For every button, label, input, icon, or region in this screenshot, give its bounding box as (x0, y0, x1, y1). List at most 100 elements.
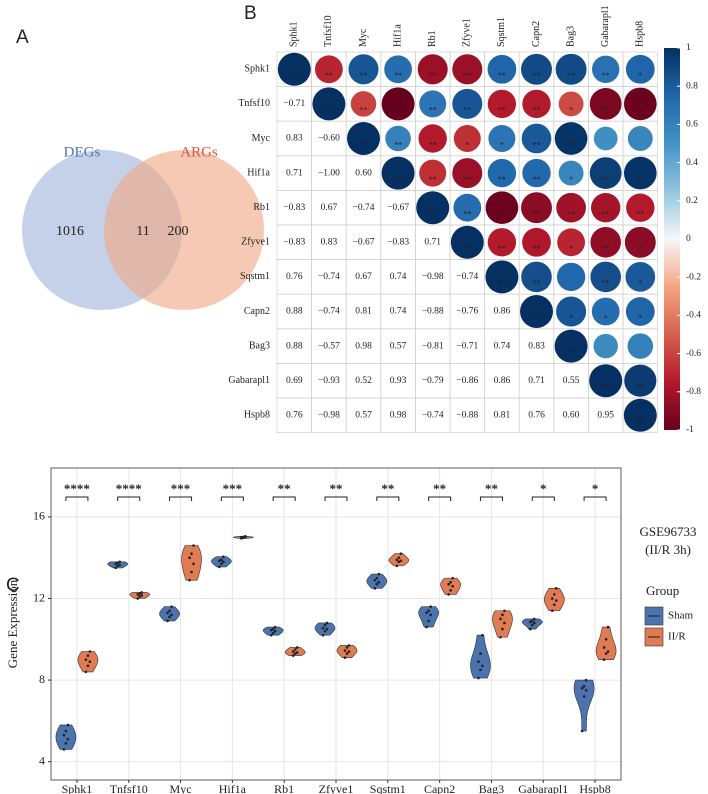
corr-value: −0.74 (318, 272, 340, 282)
row-label: Hspb8 (244, 410, 270, 421)
data-point (220, 562, 223, 566)
data-point (291, 654, 295, 657)
violin (262, 626, 284, 636)
colorbar-label: -1 (686, 425, 694, 435)
significance-star: ** (533, 210, 541, 219)
significance-label: **** (116, 481, 142, 496)
data-point (66, 737, 70, 741)
corr-circle (591, 55, 620, 84)
significance-star: ** (602, 106, 610, 115)
data-point (222, 560, 225, 564)
column-label: Sqstm1 (496, 17, 507, 47)
corr-circle (625, 54, 655, 84)
column-label: Hif1a (392, 24, 403, 47)
data-point (427, 619, 430, 623)
data-point (220, 558, 223, 562)
corr-value: −0.74 (318, 307, 340, 317)
corr-circle (521, 53, 552, 85)
venn-count: 200 (168, 224, 189, 239)
corr-circle (452, 88, 483, 119)
significance-star: ** (498, 71, 506, 80)
data-point (503, 621, 506, 625)
corr-value: −0.71 (456, 341, 478, 351)
corr-circle (593, 126, 618, 151)
data-point (425, 625, 428, 629)
corr-circle (312, 87, 346, 121)
data-point (323, 629, 327, 633)
violin (573, 679, 595, 732)
x-tick-label: Zfyve1 (319, 782, 354, 794)
data-point (501, 627, 504, 631)
violin (418, 606, 439, 628)
data-point (293, 648, 297, 651)
data-point (377, 572, 381, 576)
significance-star: ** (498, 244, 506, 253)
corr-circle (485, 260, 519, 294)
significance-star: ** (567, 348, 575, 357)
violin (366, 573, 388, 589)
corr-circle (416, 191, 450, 225)
corr-circle (589, 364, 623, 398)
corr-value: 0.93 (390, 376, 407, 386)
significance-star: ** (498, 106, 506, 115)
data-point (552, 593, 556, 596)
data-point (271, 627, 275, 631)
significance-star: ** (360, 71, 368, 80)
corr-circle (521, 123, 552, 154)
significance-bracket (117, 496, 141, 501)
corr-circle (558, 91, 584, 117)
corr-value: 0.98 (390, 410, 407, 420)
data-point (532, 617, 536, 621)
data-point (192, 562, 195, 566)
corr-value: −0.74 (353, 203, 375, 213)
data-point (451, 576, 454, 580)
significance-label: **** (64, 481, 90, 496)
significance-star: ** (463, 71, 471, 80)
corr-circle (623, 398, 657, 432)
significance-star: ** (463, 244, 471, 253)
corr-value: −0.67 (353, 237, 375, 247)
row-label: Hif1a (247, 167, 270, 178)
significance-label: * (540, 481, 547, 496)
x-tick-label: Sphk1 (62, 782, 93, 794)
column-label: Gabarapl1 (600, 5, 611, 47)
data-point (170, 605, 173, 608)
corr-circle (419, 90, 447, 118)
significance-bracket (324, 496, 348, 501)
data-point (554, 599, 558, 602)
x-tick-label: Hspb8 (579, 782, 610, 794)
data-point (168, 615, 171, 619)
data-point (499, 617, 502, 621)
data-point (449, 589, 452, 592)
data-point (399, 552, 403, 555)
data-point (138, 592, 142, 595)
corr-circle (384, 55, 413, 84)
corr-circle (557, 228, 586, 257)
corr-circle (522, 227, 551, 257)
corr-circle (591, 193, 621, 223)
data-point (345, 646, 349, 649)
significance-star: ** (394, 106, 402, 115)
data-point (479, 668, 482, 672)
column-label: Bag3 (565, 26, 576, 47)
venn-count: 1016 (56, 224, 84, 239)
data-point (170, 613, 173, 617)
cell (622, 397, 658, 433)
colorbar-label: 0.2 (686, 196, 698, 206)
data-point (295, 646, 299, 649)
significance-star: ** (463, 106, 471, 115)
significance-bracket (220, 496, 244, 501)
data-point (343, 656, 347, 659)
venn-count: 11 (136, 224, 149, 239)
column-label: Rb1 (427, 30, 438, 47)
data-point (451, 584, 454, 588)
data-point (604, 637, 608, 641)
corr-circle (487, 89, 517, 119)
corr-value: 0.81 (355, 307, 372, 317)
corr-circle (453, 124, 481, 153)
data-point (62, 733, 66, 737)
violin (492, 610, 513, 638)
significance-star: ** (602, 383, 610, 392)
corr-circle (487, 158, 517, 188)
x-tick-label: Sqstm1 (370, 782, 406, 794)
